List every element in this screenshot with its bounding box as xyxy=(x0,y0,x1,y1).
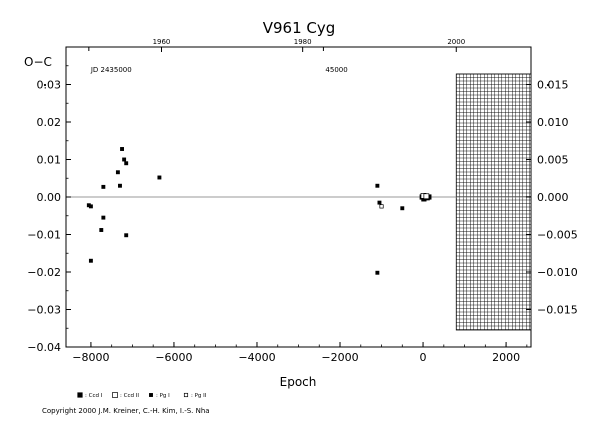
data-point xyxy=(400,206,405,211)
x-tick-label: 0 xyxy=(420,351,427,364)
data-point xyxy=(118,183,122,188)
data-point xyxy=(157,175,162,180)
jd-tick-label: JD 2435000 xyxy=(90,66,132,74)
x-tick-label: −8000 xyxy=(72,351,109,364)
y-axis-label: O−C xyxy=(24,55,52,69)
y-tick-label: −0.04 xyxy=(27,341,61,354)
right-axis: −0.015 −0.010 −0.005 0.000 0.005 0.010 0.015 xyxy=(526,79,578,317)
data-point xyxy=(423,193,430,200)
legend-label: : Pg I xyxy=(156,393,170,399)
y-tick-label: −0.03 xyxy=(27,304,61,317)
year-tick-label: 1960 xyxy=(153,38,171,46)
x-axis-label: Epoch xyxy=(280,375,317,389)
legend-marker xyxy=(77,392,83,398)
legend-marker xyxy=(183,392,189,398)
y-tick-label: 0.00 xyxy=(37,191,62,204)
data-point xyxy=(375,183,380,188)
x-tick-label: −4000 xyxy=(238,351,275,364)
x-tick-label: −2000 xyxy=(321,351,358,364)
data-point xyxy=(120,147,124,151)
y-tick-label: 0.02 xyxy=(37,116,62,129)
y-tick-label: 0.03 xyxy=(37,79,62,92)
data-points xyxy=(86,147,432,275)
axis-end-dot xyxy=(546,83,550,87)
data-point xyxy=(88,258,93,263)
right-tick-label: −0.005 xyxy=(537,229,578,242)
year-tick-label: 2000 xyxy=(447,38,465,46)
right-tick-label: −0.010 xyxy=(537,266,578,279)
legend-marker xyxy=(112,392,118,398)
bottom-axis: −8000 −6000 −4000 −2000 0 2000 xyxy=(72,342,528,364)
grid-region xyxy=(455,73,532,331)
copyright-text: Copyright 2000 J.M. Kreiner, C.-H. Kim, … xyxy=(42,407,210,415)
data-point xyxy=(115,170,120,175)
data-point xyxy=(101,215,106,220)
data-point xyxy=(124,161,129,166)
legend-marker xyxy=(149,393,153,397)
left-axis: −0.04 −0.03 −0.02 −0.01 0.00 0.01 0.02 0.03 xyxy=(27,46,71,354)
jd-tick-label: 45000 xyxy=(325,66,347,74)
right-tick-label: −0.015 xyxy=(537,304,578,317)
right-tick-label: 0.010 xyxy=(537,116,569,129)
data-point xyxy=(375,270,380,275)
x-tick-label: −6000 xyxy=(155,351,192,364)
data-point xyxy=(99,228,104,232)
data-point xyxy=(122,157,127,162)
data-point xyxy=(379,204,384,209)
right-tick-label: 0.000 xyxy=(537,191,569,204)
legend-label: : Ccd II xyxy=(120,393,139,399)
right-tick-label: 0.015 xyxy=(537,79,569,92)
x-tick-label: 2000 xyxy=(492,351,520,364)
legend-label: : Pg II xyxy=(191,393,207,399)
y-tick-label: −0.02 xyxy=(27,266,61,279)
data-point xyxy=(124,233,129,238)
y-tick-label: 0.01 xyxy=(37,154,62,167)
axis-end-dot xyxy=(43,83,47,87)
legend: : Ccd I : Ccd II : Pg I : Pg II xyxy=(77,392,207,399)
data-point xyxy=(101,184,106,189)
legend-label: : Ccd I xyxy=(85,393,103,399)
plot-area xyxy=(65,46,532,348)
y-tick-label: −0.01 xyxy=(27,229,61,242)
data-point xyxy=(88,204,93,209)
data-point xyxy=(377,200,382,205)
chart-title: V961 Cyg xyxy=(263,19,336,37)
year-tick-label: 1980 xyxy=(294,38,312,46)
top-axis: 1960 1980 2000 JD 2435000 45000 xyxy=(88,38,465,74)
right-tick-label: 0.005 xyxy=(537,154,569,167)
